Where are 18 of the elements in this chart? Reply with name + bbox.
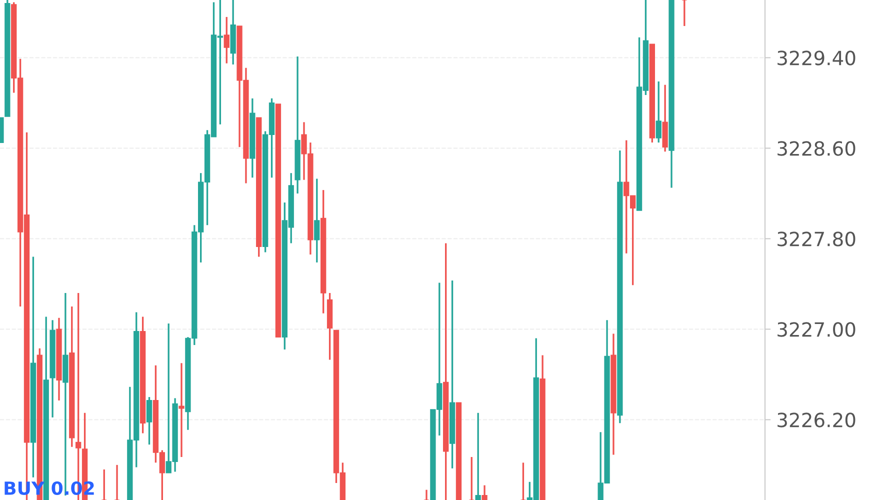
candlestick xyxy=(468,456,474,500)
y-tick-label: 3226.20 xyxy=(778,412,856,428)
candlestick xyxy=(224,16,230,64)
candlestick xyxy=(656,80,662,144)
candlestick xyxy=(314,178,320,264)
candlestick xyxy=(482,484,488,500)
candlestick xyxy=(146,396,152,446)
y-tick-label: 3227.00 xyxy=(778,322,856,337)
candlestick xyxy=(178,362,184,458)
y-tick-label: 3228.60 xyxy=(778,141,856,156)
candlestick xyxy=(520,462,526,500)
candlestick xyxy=(475,412,481,500)
candlestick xyxy=(424,488,430,500)
y-tick-label: 3229.40 xyxy=(778,50,856,66)
candlestick xyxy=(101,468,107,500)
y-tick-label: 3227.80 xyxy=(778,232,856,246)
candlestick xyxy=(682,0,688,27)
candlestick xyxy=(114,464,120,500)
